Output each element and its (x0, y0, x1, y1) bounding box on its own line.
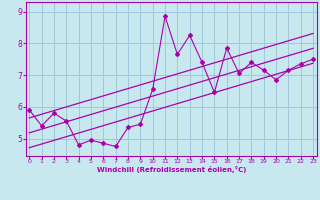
X-axis label: Windchill (Refroidissement éolien,°C): Windchill (Refroidissement éolien,°C) (97, 166, 246, 173)
